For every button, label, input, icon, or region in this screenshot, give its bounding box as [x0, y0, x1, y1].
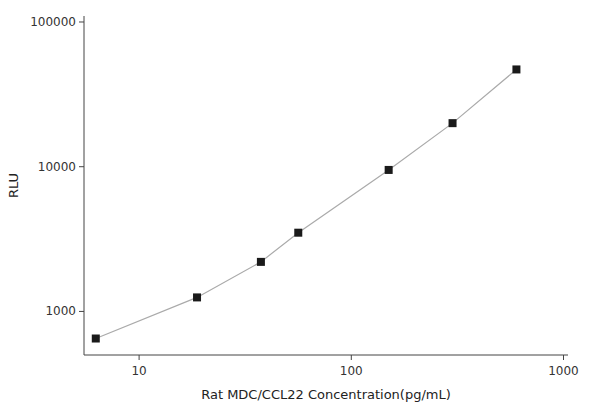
data-point — [449, 119, 457, 127]
y-axis: 1000 10000 100000 — [30, 15, 84, 318]
x-tick — [563, 355, 564, 360]
data-point — [92, 335, 100, 343]
data-point — [512, 65, 520, 73]
chart: 10 100 1000 1000 10000 100000 Rat MDC/CCL22 Co… — [0, 0, 590, 413]
y-tick-label: 100000 — [30, 15, 76, 29]
x-tick — [139, 355, 140, 360]
series-line — [96, 69, 517, 338]
data-point — [385, 166, 393, 174]
x-tick — [351, 355, 352, 360]
data-point — [294, 229, 302, 237]
y-axis-line — [84, 16, 85, 355]
x-tick-label: 10 — [131, 364, 146, 378]
data-point — [257, 258, 265, 266]
x-axis-label: Rat MDC/CCL22 Concentration(pg/mL) — [201, 387, 451, 402]
y-tick — [79, 166, 84, 167]
data-point — [193, 293, 201, 301]
plot-area — [92, 65, 521, 342]
y-tick — [79, 311, 84, 312]
y-tick — [79, 21, 84, 22]
x-axis-line — [84, 355, 568, 356]
x-tick-label: 1000 — [548, 364, 579, 378]
x-axis: 10 100 1000 — [131, 355, 578, 378]
y-axis-label: RLU — [6, 173, 21, 198]
y-tick-label: 1000 — [45, 304, 76, 318]
x-tick-label: 100 — [340, 364, 363, 378]
y-tick-label: 10000 — [38, 160, 76, 174]
